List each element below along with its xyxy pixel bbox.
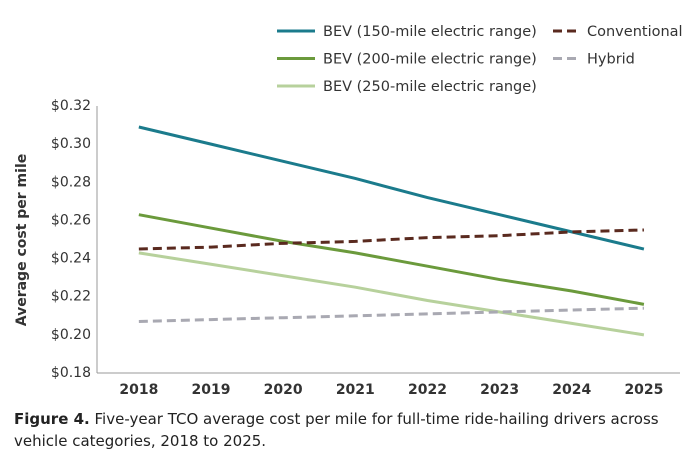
y-tick-label: $0.28: [51, 174, 91, 190]
legend-label: Hybrid: [587, 52, 635, 68]
y-tick-label: $0.22: [51, 289, 91, 305]
x-tick-label: 2019: [192, 382, 231, 398]
y-tick-label: $0.20: [51, 327, 91, 343]
series-line: [138, 125, 645, 251]
caption: Figure 4. Five-year TCO average cost per…: [14, 408, 674, 452]
y-axis-label: Average cost per mile: [14, 154, 30, 327]
y-tick-label: $0.30: [51, 136, 91, 152]
legend-label: BEV (250-mile electric range): [323, 79, 537, 95]
x-tick-label: 2018: [119, 382, 158, 398]
y-tick-label: $0.32: [51, 98, 91, 114]
x-tick-label: 2025: [624, 382, 663, 398]
x-tick-label: 2023: [480, 382, 519, 398]
x-tick-label: 2020: [264, 382, 303, 398]
series-line: [138, 213, 645, 306]
x-tick-label: 2021: [336, 382, 375, 398]
series-line: [138, 306, 644, 324]
y-tick-label: $0.18: [51, 365, 91, 381]
legend-label: BEV (150-mile electric range): [323, 24, 537, 40]
series-line: [138, 251, 645, 337]
x-tick-label: 2024: [552, 382, 591, 398]
caption-label: Figure 4.: [14, 410, 90, 428]
series-line: [138, 228, 644, 251]
legend-label: Conventional: [587, 24, 683, 40]
caption-text: Five-year TCO average cost per mile for …: [14, 410, 659, 450]
y-tick-label: $0.24: [51, 251, 91, 267]
legend-label: BEV (200-mile electric range): [323, 52, 537, 68]
chart: Average cost per mile $0.18 $0.20 $0.22 $0.…: [14, 24, 683, 398]
y-tick-label: $0.26: [51, 212, 91, 228]
x-tick-label: 2022: [408, 382, 447, 398]
